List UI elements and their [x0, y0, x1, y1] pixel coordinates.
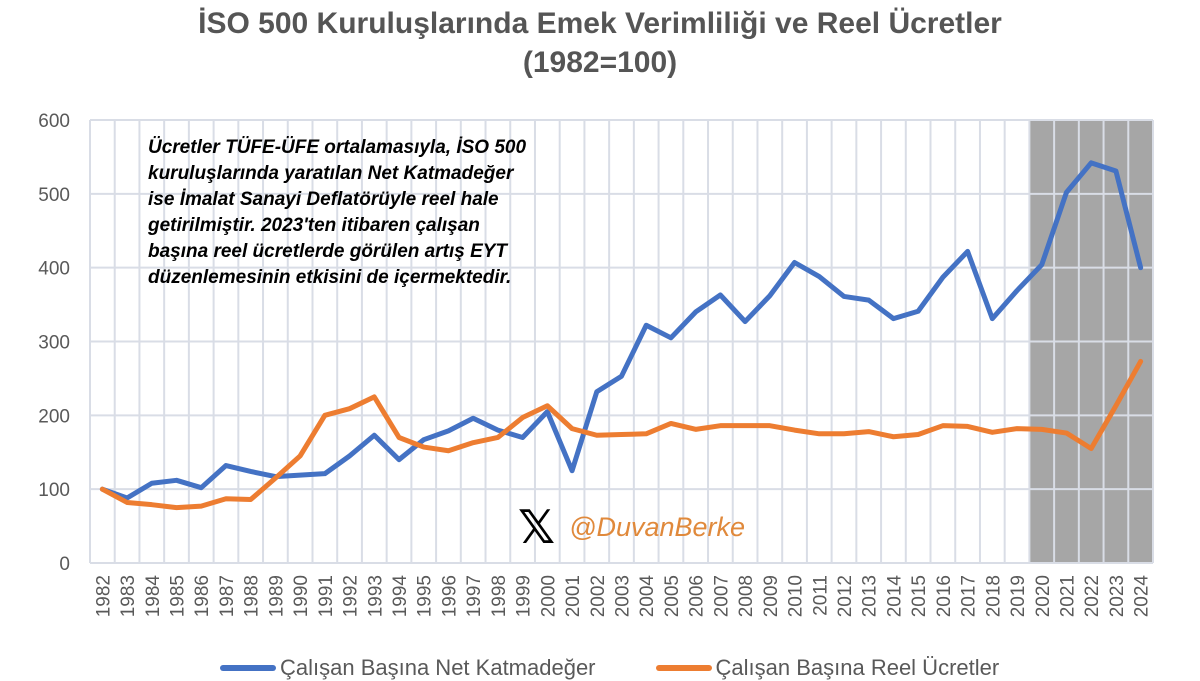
x-tick-label: 2016: [934, 575, 955, 617]
watermark: 𝕏 @DuvanBerke: [518, 500, 745, 554]
x-tick-label: 2003: [613, 575, 634, 617]
x-tick-label: 1993: [365, 575, 386, 617]
y-tick-label: 200: [38, 406, 70, 427]
x-tick-label: 2007: [711, 575, 732, 617]
x-tick-label: 2022: [1082, 575, 1103, 617]
x-tick-label: 1983: [118, 575, 139, 617]
x-tick-label: 2013: [860, 575, 881, 617]
legend-item: Çalışan Başına Reel Ücretler: [655, 655, 1000, 681]
x-tick-label: 1987: [217, 575, 238, 617]
y-tick-label: 100: [38, 480, 70, 501]
x-tick-label: 2023: [1107, 575, 1128, 617]
chart-subtitle: (1982=100): [523, 46, 677, 79]
legend-swatch: [655, 665, 712, 671]
x-tick-label: 2000: [538, 575, 559, 617]
x-tick-label: 1994: [390, 575, 411, 618]
x-tick-label: 1990: [291, 575, 312, 617]
x-tick-label: 2009: [761, 575, 782, 617]
legend: Çalışan Başına Net Katmadeğer Çalışan Ba…: [220, 655, 999, 681]
x-tick-label: 2002: [588, 575, 609, 617]
x-tick-label: 2012: [835, 575, 856, 617]
x-tick-label: 2005: [662, 575, 683, 617]
legend-label: Çalışan Başına Reel Ücretler: [715, 655, 1000, 680]
y-tick-label: 0: [59, 554, 70, 575]
y-tick-label: 600: [38, 111, 70, 132]
y-tick-label: 300: [38, 333, 70, 354]
x-tick-label: 1991: [316, 575, 337, 617]
y-tick-label: 400: [38, 259, 70, 280]
x-tick-label: 1997: [464, 575, 485, 617]
x-tick-label: 2010: [786, 575, 807, 617]
chart-annotation: Ücretler TÜFE-ÜFE ortalamasıyla, İSO 500…: [148, 137, 527, 288]
x-tick-label: 2019: [1008, 575, 1029, 617]
x-tick-label: 1988: [242, 575, 263, 617]
x-tick-label: 1989: [266, 575, 287, 617]
x-tick-label: 2006: [687, 575, 708, 617]
series-line: [99, 358, 1144, 511]
x-tick-label: 2018: [983, 575, 1004, 617]
x-tick-label: 1982: [93, 575, 114, 617]
chart-title: İSO 500 Kuruluşlarında Emek Verimliliği …: [198, 7, 1002, 40]
x-tick-label: 2020: [1033, 575, 1054, 617]
x-tick-label: 1995: [415, 575, 436, 617]
x-tick-label: 1998: [489, 575, 510, 617]
legend-item: Çalışan Başına Net Katmadeğer: [220, 655, 596, 681]
x-tick-label: 2014: [884, 575, 905, 618]
x-tick-label: 2024: [1132, 575, 1153, 618]
x-tick-label: 2008: [736, 575, 757, 617]
x-tick-label: 1999: [514, 575, 535, 617]
x-tick-label: 1984: [143, 575, 164, 618]
x-tick-label: 2011: [810, 575, 831, 616]
x-tick-label: 2001: [563, 575, 584, 617]
watermark-handle: @DuvanBerke: [569, 511, 746, 542]
x-tick-label: 1986: [192, 575, 213, 617]
x-tick-label: 2017: [959, 575, 980, 617]
x-tick-label: 1985: [168, 575, 189, 617]
legend-label: Çalışan Başına Net Katmadeğer: [280, 655, 596, 680]
x-logo-icon: 𝕏: [518, 500, 556, 554]
x-tick-label: 2004: [637, 575, 658, 618]
legend-swatch: [220, 665, 276, 671]
y-tick-label: 500: [38, 185, 70, 206]
x-tick-label: 1996: [439, 575, 460, 617]
x-tick-label: 1992: [341, 575, 362, 617]
x-tick-label: 2015: [909, 575, 930, 617]
x-tick-label: 2021: [1057, 575, 1078, 617]
